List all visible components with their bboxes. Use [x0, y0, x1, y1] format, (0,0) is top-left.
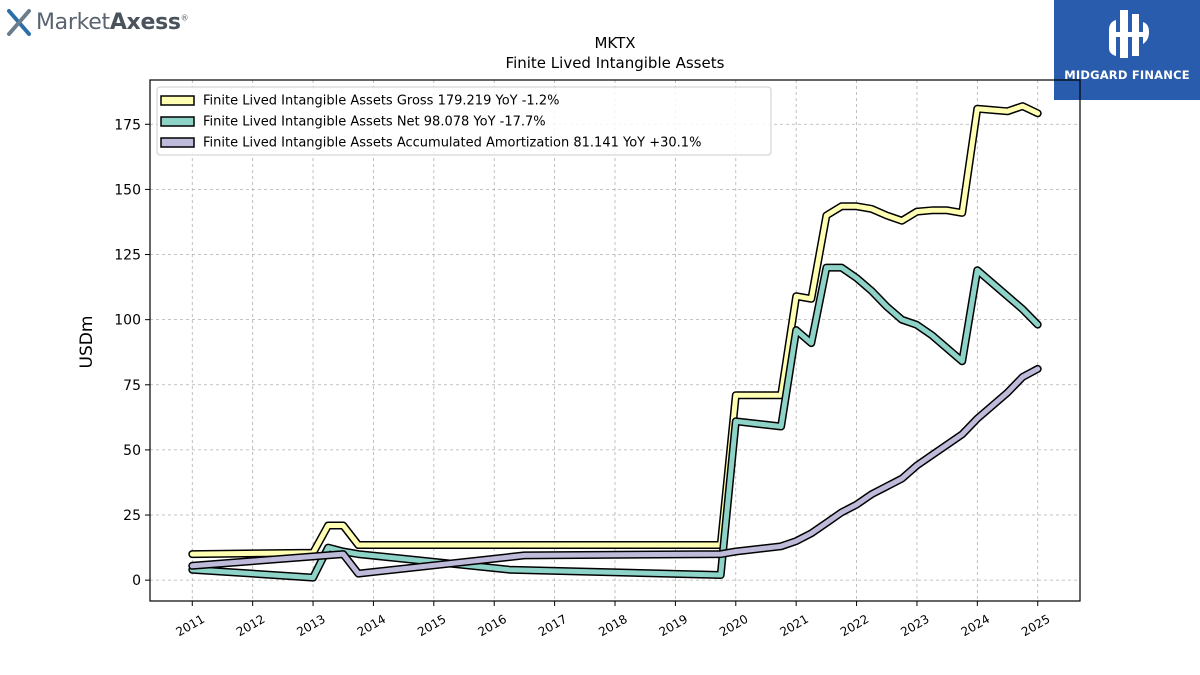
x-axis-ticks: 2011 2012 2013 2014 2015 2016 2017 2018 2019 2020… — [174, 601, 1052, 639]
y-tick-label: 75 — [123, 378, 141, 394]
series-line-fill — [189, 366, 1041, 577]
legend-box — [156, 86, 772, 156]
y-tick-label: 0 — [132, 573, 141, 589]
midgard-finance-logo: MIDGARD FINANCE — [1054, 0, 1200, 100]
x-tick-label: 2019 — [657, 612, 690, 639]
chart-grid — [150, 80, 1080, 601]
x-tick-label: 2020 — [717, 612, 750, 639]
y-tick-label: 125 — [114, 248, 141, 264]
chart-legend: Finite Lived Intangible Assets Gross 179… — [156, 86, 772, 156]
marketaxess-x-icon — [7, 9, 31, 36]
legend-entry: Finite Lived Intangible Assets Gross 179… — [203, 94, 559, 109]
y-tick-label: 25 — [123, 508, 141, 524]
y-axis-ticks: 0 25 50 75 100 125 150 175 — [114, 117, 150, 589]
marketaxess-logo: MarketAxess® — [6, 4, 189, 40]
x-tick-label: 2017 — [536, 612, 569, 639]
legend-entry: Finite Lived Intangible Assets Accumulat… — [203, 136, 701, 151]
x-tick-label: 2023 — [898, 612, 931, 639]
series-line-fill — [189, 103, 1041, 557]
midgard-emblem-icon — [1109, 10, 1149, 58]
x-tick-label: 2012 — [234, 612, 267, 639]
midgard-wordmark: MIDGARD FINANCE — [1064, 68, 1190, 82]
chart-series-layer — [188, 102, 1042, 582]
series-line-fill — [189, 265, 1041, 581]
x-tick-label: 2018 — [596, 612, 629, 639]
x-tick-label: 2015 — [415, 612, 448, 639]
x-tick-label: 2022 — [838, 612, 871, 639]
x-tick-label: 2016 — [475, 612, 508, 639]
marketaxess-wordmark: MarketAxess® — [36, 9, 189, 35]
y-tick-label: 175 — [114, 117, 141, 133]
y-tick-label: 50 — [123, 443, 141, 459]
y-tick-label: 150 — [114, 182, 141, 198]
x-tick-label: 2013 — [294, 612, 327, 639]
x-tick-label: 2025 — [1019, 612, 1052, 639]
x-tick-label: 2014 — [355, 612, 388, 639]
series-line-2 — [188, 263, 1042, 582]
legend-swatch — [160, 137, 195, 148]
x-tick-label: 2024 — [959, 612, 992, 639]
series-line-1 — [188, 102, 1042, 559]
y-axis-label: USDm — [77, 316, 97, 369]
series-line-outline — [188, 102, 1042, 559]
series-line-3 — [188, 364, 1042, 578]
legend-swatch — [160, 116, 195, 127]
legend-entry: Finite Lived Intangible Assets Net 98.07… — [203, 115, 546, 130]
y-tick-label: 100 — [114, 313, 141, 329]
legend-swatch — [160, 95, 195, 106]
x-tick-label: 2011 — [174, 612, 207, 639]
chart-title: MKTX — [594, 34, 635, 52]
chart-subtitle: Finite Lived Intangible Assets — [506, 54, 725, 72]
x-tick-label: 2021 — [777, 612, 810, 639]
